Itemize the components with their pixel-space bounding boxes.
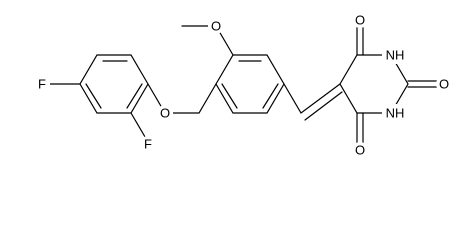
atom-label: F (144, 137, 152, 152)
atom-label: NH (386, 48, 405, 63)
atom-label: O (355, 13, 365, 28)
linker-bonds (147, 83, 217, 114)
difluorophenyl-ring (79, 54, 149, 114)
label-background (140, 136, 156, 152)
atom-labels: O O F F O NH O NH O (34, 12, 452, 158)
benzene-ring (215, 54, 285, 114)
atom-label: O (211, 19, 221, 34)
molecule-diagram: O O F F O NH O NH O (34, 12, 452, 158)
carbonyl-bond (356, 112, 364, 145)
label-background (436, 76, 452, 92)
label-background (352, 142, 368, 158)
label-background (208, 18, 224, 34)
carbonyl-bond (356, 23, 364, 56)
bonds (45, 23, 439, 145)
methoxy-bonds (181, 25, 234, 56)
label-background (34, 76, 50, 92)
aromatic-double-bonds (221, 60, 279, 109)
carbonyl-bond (407, 80, 439, 88)
atom-label: O (439, 77, 449, 92)
atom-label: O (160, 106, 170, 121)
methylidene-bond (283, 83, 341, 114)
label-background (382, 104, 404, 122)
aromatic-double-bonds (85, 60, 143, 109)
atom-label: NH (386, 106, 405, 121)
label-background (352, 12, 368, 28)
label-background (157, 105, 173, 121)
atom-label: O (355, 143, 365, 158)
atom-label: F (38, 77, 46, 92)
label-background (382, 46, 404, 64)
methylidene-double-bond (304, 91, 343, 121)
